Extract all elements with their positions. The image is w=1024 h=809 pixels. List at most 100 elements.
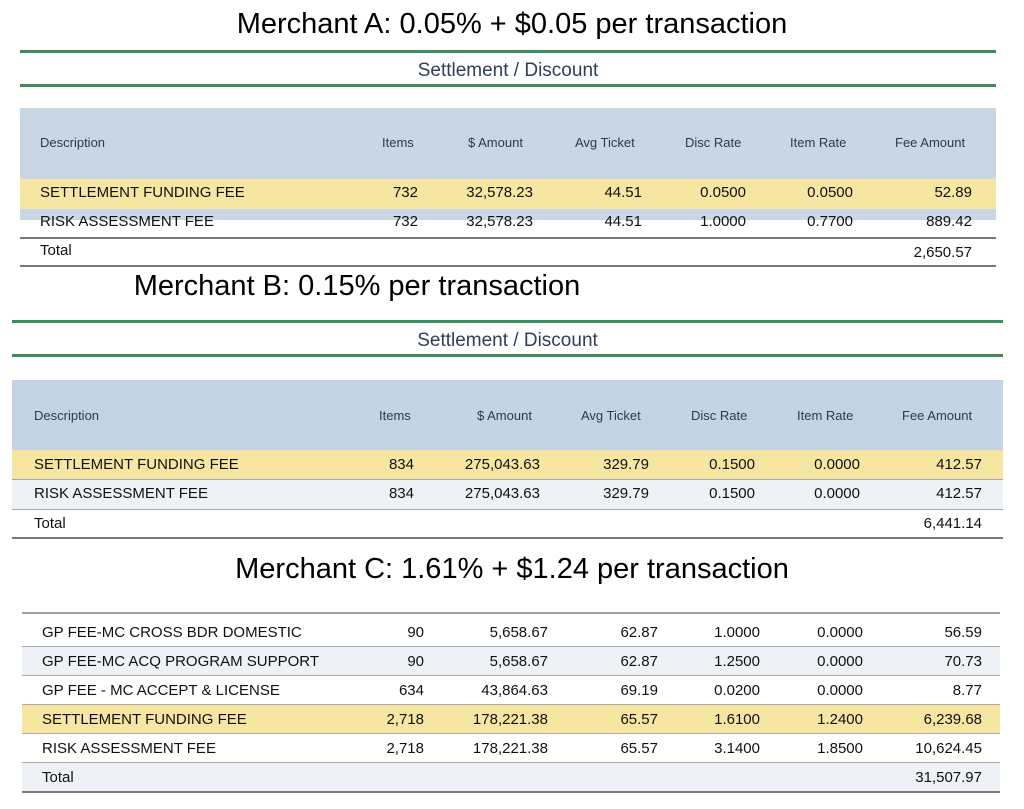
cell-avg-ticket: 69.19 bbox=[620, 682, 658, 699]
cell-items: 2,718 bbox=[386, 740, 424, 757]
cell-avg-ticket: 62.87 bbox=[620, 653, 658, 670]
cell-description: SETTLEMENT FUNDING FEE bbox=[34, 456, 239, 473]
cell-disc-rate: 0.0500 bbox=[700, 184, 746, 201]
cell-description: RISK ASSESSMENT FEE bbox=[40, 213, 214, 230]
cell-disc-rate: 1.0000 bbox=[714, 624, 760, 641]
cell-items: 732 bbox=[392, 184, 418, 201]
cell-avg-ticket: 329.79 bbox=[603, 456, 649, 473]
col-amount: $ Amount bbox=[477, 408, 532, 423]
cell-disc-rate: 3.1400 bbox=[714, 740, 760, 757]
cell-item-rate: 0.0500 bbox=[807, 184, 853, 201]
table-row-highlighted: SETTLEMENT FUNDING FEE 834 275,043.63 32… bbox=[12, 450, 1003, 480]
cell-items: 2,718 bbox=[386, 711, 424, 728]
total-label: Total bbox=[40, 242, 72, 259]
merchant-c-statement: GP FEE-MC CROSS BDR DOMESTIC 90 5,658.67… bbox=[22, 612, 1000, 794]
table-row: GP FEE - MC ACCEPT & LICENSE 634 43,864.… bbox=[22, 676, 1000, 705]
cell-description: SETTLEMENT FUNDING FEE bbox=[40, 184, 245, 201]
cell-amount: 32,578.23 bbox=[466, 184, 533, 201]
cell-amount: 43,864.63 bbox=[481, 682, 548, 699]
table-row: RISK ASSESSMENT FEE 732 32,578.23 44.51 … bbox=[20, 209, 996, 239]
cell-fee: 889.42 bbox=[926, 213, 972, 230]
col-description: Description bbox=[40, 135, 106, 150]
col-fee-amount: Fee Amount bbox=[902, 408, 973, 423]
table-row: GP FEE-MC ACQ PROGRAM SUPPORT 90 5,658.6… bbox=[22, 647, 1000, 676]
cell-description: GP FEE-MC ACQ PROGRAM SUPPORT bbox=[42, 653, 319, 670]
merchant-c-heading: Merchant C: 1.61% + $1.24 per transactio… bbox=[235, 553, 789, 585]
col-disc-rate: Disc Rate bbox=[691, 408, 748, 423]
merchant-b-statement: Settlement / Discount Description Items … bbox=[12, 320, 1003, 540]
cell-disc-rate: 1.2500 bbox=[714, 653, 760, 670]
col-items: Items bbox=[382, 135, 414, 150]
table-row-highlighted: SETTLEMENT FUNDING FEE 732 32,578.23 44.… bbox=[20, 179, 996, 209]
cell-amount: 5,658.67 bbox=[489, 624, 548, 641]
cell-fee: 412.57 bbox=[936, 485, 982, 502]
col-avg-ticket: Avg Ticket bbox=[575, 135, 635, 150]
merchant-a-statement: Settlement / Discount Description Items … bbox=[20, 48, 996, 267]
cell-disc-rate: 0.0200 bbox=[714, 682, 760, 699]
cell-item-rate: 0.0000 bbox=[814, 456, 860, 473]
cell-item-rate: 1.8500 bbox=[817, 740, 863, 757]
cell-fee: 56.59 bbox=[944, 624, 982, 641]
cell-description: GP FEE-MC CROSS BDR DOMESTIC bbox=[42, 624, 302, 641]
table-row: RISK ASSESSMENT FEE 2,718 178,221.38 65.… bbox=[22, 734, 1000, 763]
cell-description: RISK ASSESSMENT FEE bbox=[42, 740, 216, 757]
cell-amount: 275,043.63 bbox=[464, 456, 540, 473]
cell-items: 732 bbox=[392, 213, 418, 230]
cell-disc-rate: 1.0000 bbox=[700, 213, 746, 230]
merchant-b-heading: Merchant B: 0.15% per transaction bbox=[133, 270, 581, 302]
top-rule bbox=[12, 320, 1003, 323]
cell-fee: 52.89 bbox=[934, 184, 972, 201]
total-row: Total 31,507.97 bbox=[22, 763, 1000, 793]
top-border bbox=[22, 612, 1000, 614]
top-rule bbox=[20, 50, 996, 53]
cell-item-rate: 0.7700 bbox=[807, 213, 853, 230]
total-value: 6,441.14 bbox=[923, 515, 982, 532]
cell-fee: 8.77 bbox=[952, 682, 982, 699]
cell-amount: 275,043.63 bbox=[464, 485, 540, 502]
total-row: Total 2,650.57 bbox=[20, 237, 996, 267]
cell-item-rate: 0.0000 bbox=[817, 624, 863, 641]
cell-amount: 178,221.38 bbox=[472, 711, 548, 728]
cell-description: SETTLEMENT FUNDING FEE bbox=[42, 711, 247, 728]
panel-title: Settlement / Discount bbox=[417, 330, 598, 351]
bottom-rule bbox=[20, 84, 996, 87]
cell-fee: 6,239.68 bbox=[923, 711, 982, 728]
cell-items: 834 bbox=[388, 456, 414, 473]
col-amount: $ Amount bbox=[468, 135, 523, 150]
cell-disc-rate: 1.6100 bbox=[714, 711, 760, 728]
cell-item-rate: 0.0000 bbox=[814, 485, 860, 502]
cell-avg-ticket: 62.87 bbox=[620, 624, 658, 641]
col-item-rate: Item Rate bbox=[797, 408, 854, 423]
cell-item-rate: 0.0000 bbox=[817, 682, 863, 699]
column-header-row: Description Items $ Amount Avg Ticket Di… bbox=[12, 380, 1003, 450]
cell-avg-ticket: 44.51 bbox=[604, 184, 642, 201]
cell-amount: 178,221.38 bbox=[472, 740, 548, 757]
cell-disc-rate: 0.1500 bbox=[709, 485, 755, 502]
cell-avg-ticket: 65.57 bbox=[620, 711, 658, 728]
total-label: Total bbox=[42, 769, 74, 786]
col-items: Items bbox=[379, 408, 411, 423]
col-avg-ticket: Avg Ticket bbox=[581, 408, 641, 423]
cell-avg-ticket: 65.57 bbox=[620, 740, 658, 757]
table-row: GP FEE-MC CROSS BDR DOMESTIC 90 5,658.67… bbox=[22, 618, 1000, 647]
cell-items: 90 bbox=[407, 624, 424, 641]
cell-item-rate: 1.2400 bbox=[817, 711, 863, 728]
cell-items: 834 bbox=[388, 485, 414, 502]
cell-avg-ticket: 44.51 bbox=[604, 213, 642, 230]
cell-fee: 70.73 bbox=[944, 653, 982, 670]
col-item-rate: Item Rate bbox=[790, 135, 847, 150]
panel-title: Settlement / Discount bbox=[417, 60, 599, 81]
table-row-highlighted: SETTLEMENT FUNDING FEE 2,718 178,221.38 … bbox=[22, 705, 1000, 734]
cell-fee: 412.57 bbox=[936, 456, 982, 473]
cell-item-rate: 0.0000 bbox=[817, 653, 863, 670]
col-fee-amount: Fee Amount bbox=[895, 135, 966, 150]
cell-description: RISK ASSESSMENT FEE bbox=[34, 485, 208, 502]
cell-fee: 10,624.45 bbox=[915, 740, 982, 757]
merchant-a-heading: Merchant A: 0.05% + $0.05 per transactio… bbox=[236, 8, 788, 40]
total-row: Total 6,441.14 bbox=[12, 510, 1003, 539]
cell-items: 634 bbox=[398, 682, 424, 699]
bottom-rule bbox=[12, 354, 1003, 357]
cell-amount: 32,578.23 bbox=[466, 213, 533, 230]
cell-items: 90 bbox=[407, 653, 424, 670]
total-value: 2,650.57 bbox=[913, 244, 972, 261]
